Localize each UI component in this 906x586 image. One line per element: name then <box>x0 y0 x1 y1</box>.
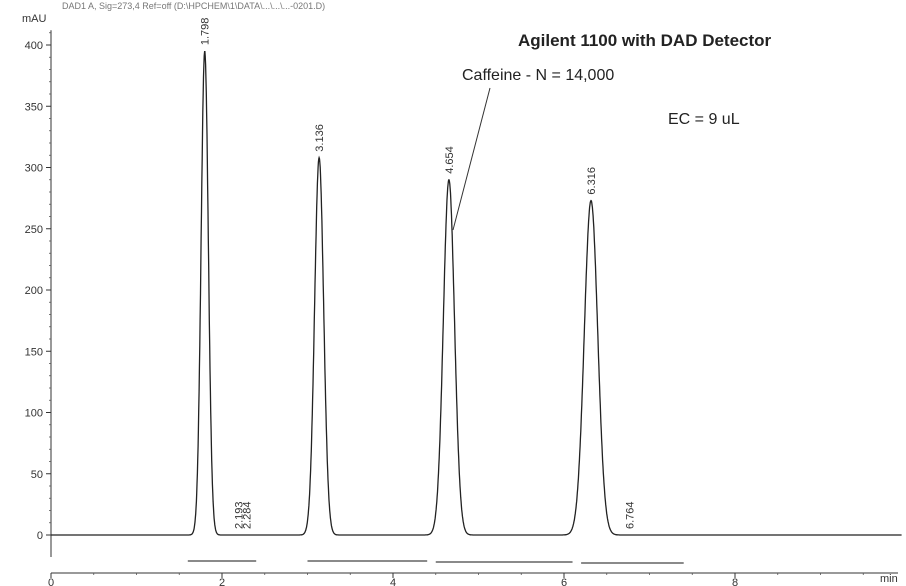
y-axis-label: mAU <box>22 13 47 25</box>
y-tick-label: 150 <box>25 346 43 358</box>
y-tick-label: 350 <box>25 101 43 113</box>
y-tick-label: 0 <box>37 530 43 542</box>
chart-header: DAD1 A, Sig=273,4 Ref=off (D:\HPCHEM\1\D… <box>62 1 325 11</box>
peak-label: 6.316 <box>586 167 598 195</box>
x-tick-label: 8 <box>732 577 738 586</box>
y-tick-label: 300 <box>25 163 43 175</box>
annotation-ec: EC = 9 uL <box>668 111 740 128</box>
y-tick-label: 400 <box>25 40 43 52</box>
integration-baselines <box>187 560 684 564</box>
peak-label: 4.654 <box>444 146 456 174</box>
y-tick-label: 100 <box>25 408 43 420</box>
x-axis-label: min <box>880 573 898 585</box>
y-tick-label: 250 <box>25 224 43 236</box>
peak-label: 3.136 <box>314 124 326 152</box>
x-tick-label: 4 <box>390 577 396 586</box>
y-tick-label: 50 <box>31 469 43 481</box>
chromatogram-trace <box>51 51 902 536</box>
x-axis: 0 2 4 6 8 <box>48 572 898 586</box>
x-tick-label: 6 <box>561 577 567 586</box>
x-tick-label: 0 <box>48 577 54 586</box>
x-tick-label: 2 <box>219 577 225 586</box>
peak-label: 2.193 <box>234 501 246 529</box>
peak-label: 2.284 <box>241 501 253 529</box>
peak-label: 1.798 <box>200 18 212 46</box>
y-axis: 0 50 100 150 200 250 300 350 400 <box>25 30 52 558</box>
chart-title: Agilent 1100 with DAD Detector <box>518 31 772 50</box>
annotation-caffeine: Caffeine - N = 14,000 <box>462 67 614 84</box>
peak-label: 6.764 <box>624 501 636 529</box>
y-tick-label: 200 <box>25 285 43 297</box>
annotation-caffeine-leader <box>452 87 491 231</box>
